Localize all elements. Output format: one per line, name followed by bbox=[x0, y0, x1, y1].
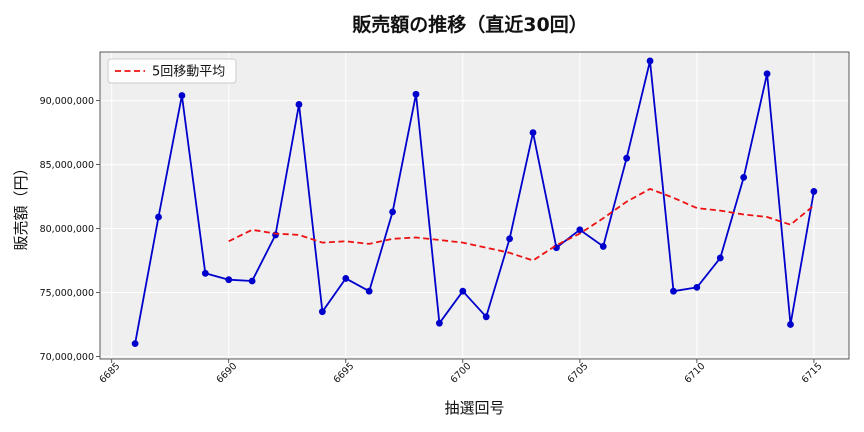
data-point bbox=[506, 235, 514, 243]
data-point bbox=[201, 269, 209, 277]
data-point bbox=[623, 154, 631, 162]
data-point bbox=[295, 101, 303, 108]
data-point bbox=[693, 283, 701, 291]
data-point bbox=[365, 287, 373, 295]
data-point bbox=[225, 276, 233, 284]
x-tick-label: 6715 bbox=[800, 361, 825, 386]
data-point bbox=[599, 243, 607, 250]
moving-average-line bbox=[228, 187, 815, 262]
data-point bbox=[272, 231, 279, 239]
data-point bbox=[482, 313, 490, 321]
data-point bbox=[716, 254, 724, 262]
series-layer bbox=[131, 57, 818, 348]
plot-frame bbox=[99, 51, 850, 360]
plot-area bbox=[100, 52, 849, 359]
x-tick-label: 6690 bbox=[215, 361, 240, 386]
y-tick-label: 75,000,000 bbox=[40, 288, 94, 299]
data-point bbox=[646, 57, 654, 65]
y-tick-label: 85,000,000 bbox=[40, 160, 94, 171]
data-point bbox=[318, 308, 326, 316]
data-point bbox=[131, 340, 139, 348]
data-point bbox=[155, 213, 162, 221]
data-point bbox=[787, 321, 794, 328]
data-point bbox=[576, 226, 584, 234]
x-axis-label: 抽選回号 bbox=[444, 399, 504, 417]
data-point bbox=[178, 92, 186, 99]
data-point bbox=[248, 277, 256, 285]
data-point bbox=[435, 319, 443, 327]
x-tick-label: 6700 bbox=[449, 361, 474, 386]
legend-box bbox=[107, 58, 237, 84]
y-tick-label: 70,000,000 bbox=[40, 352, 94, 363]
x-tick-label: 6695 bbox=[332, 361, 357, 386]
data-point bbox=[412, 90, 420, 98]
y-tick-label: 90,000,000 bbox=[40, 96, 94, 107]
y-tick-label: 80,000,000 bbox=[40, 224, 94, 235]
data-point bbox=[763, 70, 771, 78]
data-point bbox=[670, 287, 677, 295]
data-point bbox=[740, 173, 748, 181]
data-point bbox=[389, 208, 396, 216]
data-point bbox=[459, 287, 467, 295]
chart-title: 販売額の推移（直近30回） bbox=[352, 13, 587, 36]
data-point bbox=[342, 275, 350, 282]
x-tick-label: 6710 bbox=[683, 361, 708, 386]
grid-lines bbox=[100, 52, 849, 359]
x-tick-label: 6705 bbox=[566, 361, 591, 386]
y-axis-label: 販売額（円） bbox=[12, 160, 30, 250]
data-point bbox=[529, 129, 537, 136]
legend: 5回移動平均 bbox=[107, 58, 237, 84]
data-point bbox=[810, 188, 818, 195]
x-tick-label: 6685 bbox=[97, 361, 122, 386]
sales-line bbox=[134, 60, 815, 344]
legend-label: 5回移動平均 bbox=[152, 65, 225, 80]
